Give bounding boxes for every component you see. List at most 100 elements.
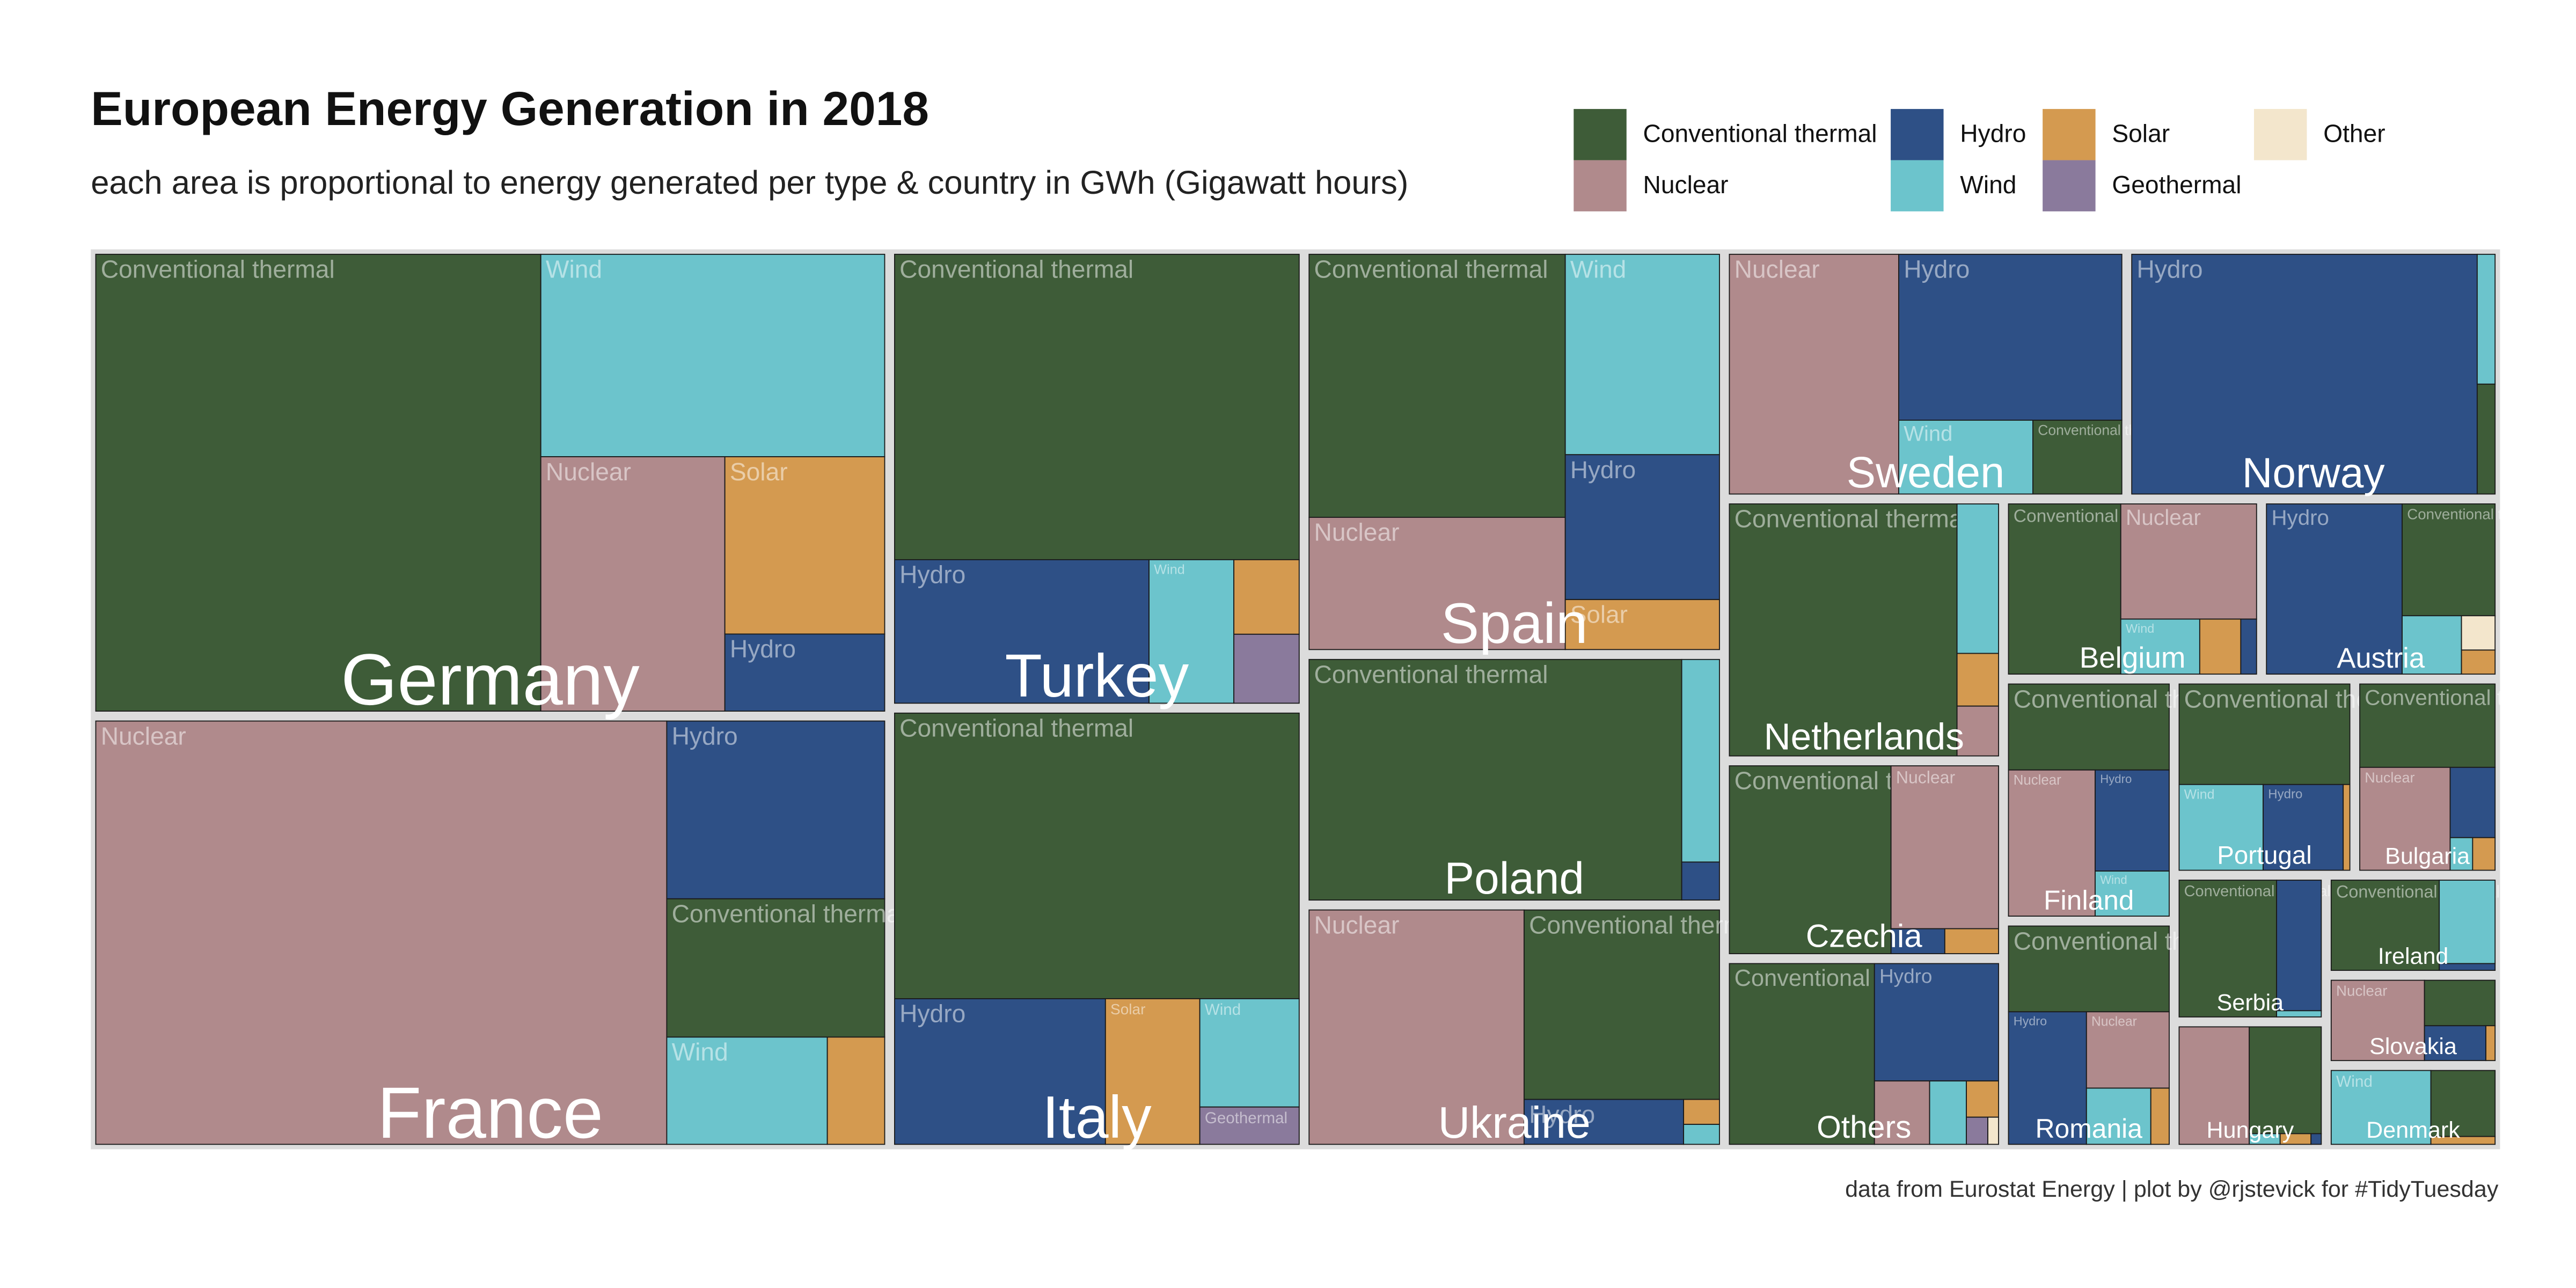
energy-cell [1729, 963, 1875, 1145]
energy-cell [666, 1036, 828, 1145]
type-label: Wind [2336, 1073, 2373, 1091]
energy-cell [95, 253, 541, 712]
country-label: Serbia [2217, 990, 2284, 1016]
type-label: Nuclear [2365, 769, 2414, 786]
legend-swatch [1574, 109, 1627, 160]
energy-cell [666, 720, 885, 899]
energy-cell [2424, 1025, 2486, 1062]
energy-cell [2008, 683, 2170, 771]
chart-caption: data from Eurostat Energy | plot by @rjs… [1845, 1176, 2499, 1202]
energy-cell [2472, 837, 2496, 871]
country-label: Portugal [2217, 841, 2311, 869]
country-label: Belgium [2080, 641, 2186, 674]
energy-cell [894, 253, 1300, 560]
energy-cell [2095, 870, 2170, 917]
country-label: Norway [2242, 449, 2385, 496]
energy-cell [1874, 1080, 1930, 1145]
energy-cell [2085, 1087, 2151, 1145]
energy-cell [1564, 454, 1720, 601]
energy-cell [2310, 1133, 2322, 1145]
energy-cell [1956, 503, 1999, 654]
type-label: Hydro [899, 1000, 965, 1028]
energy-cell [1944, 928, 1999, 954]
legend-swatch [1891, 160, 1944, 211]
type-label: Wind [1904, 422, 1952, 446]
type-label: Conventional thermal [1314, 255, 1548, 283]
energy-cell [1233, 633, 1300, 704]
type-label: Nuclear [1314, 518, 1400, 546]
type-label: Nuclear [101, 722, 186, 750]
energy-cell [2240, 618, 2257, 675]
country-label: Denmark [2366, 1117, 2460, 1143]
type-label: Geothermal [1205, 1109, 1287, 1127]
energy-cell [2424, 979, 2496, 1027]
chart-subtitle: each area is proportional to energy gene… [91, 164, 1408, 201]
type-label: Wind [2126, 621, 2154, 635]
country-label: Others [1817, 1110, 1911, 1145]
energy-cell [1956, 705, 1999, 757]
energy-cell [894, 712, 1300, 999]
type-label: Wind [1205, 1001, 1241, 1019]
energy-cell [1233, 559, 1300, 635]
energy-cell [2120, 503, 2257, 620]
legend-label: Geothermal [2112, 171, 2241, 199]
energy-cell [2359, 766, 2451, 871]
energy-cell [724, 633, 885, 712]
energy-cell [2008, 769, 2096, 917]
type-label: Conventional thermal [899, 255, 1133, 283]
energy-cell [1966, 1080, 1999, 1118]
type-label: Conventional thermal [1735, 505, 1968, 533]
energy-cell [2330, 880, 2440, 971]
energy-cell [1308, 253, 1566, 518]
energy-cell [666, 898, 885, 1038]
energy-cell [2120, 618, 2200, 675]
type-label: Solar [730, 458, 788, 486]
legend-label: Conventional thermal [1643, 119, 1877, 147]
type-label: Solar [1570, 601, 1628, 628]
energy-cell [826, 1036, 885, 1145]
type-label: Nuclear [1896, 767, 1956, 787]
type-label: Hydro [2271, 506, 2329, 530]
type-label: Hydro [2100, 772, 2132, 786]
type-label: Nuclear [2091, 1015, 2137, 1029]
energy-cell [1199, 998, 1300, 1108]
type-label: Wind [1570, 255, 1626, 283]
energy-cell [1929, 1080, 1967, 1145]
energy-cell [1681, 861, 1720, 901]
type-label: Conventional thermal [2365, 686, 2569, 710]
type-label: Conventional thermal [1314, 661, 1548, 689]
energy-cell [2276, 880, 2322, 1012]
energy-cell [2266, 503, 2403, 675]
legend-swatch [2043, 160, 2096, 211]
energy-cell [2008, 925, 2170, 1013]
energy-cell [1890, 928, 1945, 954]
type-label: Wind [1154, 562, 1184, 577]
type-label: Hydro [1570, 456, 1636, 484]
energy-cell [1104, 998, 1201, 1145]
type-label: Nuclear [1314, 911, 1400, 939]
energy-cell [1729, 765, 1892, 954]
country-label: Germany [341, 639, 640, 720]
energy-cell [2150, 1087, 2170, 1145]
energy-cell [2439, 880, 2496, 964]
legend-swatch [1891, 109, 1944, 160]
type-label: Conventional thermal [2407, 506, 2548, 523]
energy-cell [2263, 784, 2344, 871]
type-label: Nuclear [546, 458, 631, 486]
type-label: Solar [1110, 1001, 1145, 1018]
type-label: Nuclear [1735, 255, 1820, 283]
energy-cell [2476, 253, 2496, 385]
energy-cell [2178, 1026, 2250, 1145]
energy-cell [1683, 1124, 1720, 1145]
country-label: Hungary [2207, 1117, 2294, 1143]
energy-cell [1898, 253, 2123, 421]
energy-cell [724, 456, 885, 635]
energy-cell [2402, 503, 2496, 617]
energy-cell [1683, 1099, 1720, 1125]
energy-cell [894, 998, 1106, 1145]
treemap: Conventional thermal Wind Nuclear Solar Hydr… [95, 253, 2569, 1145]
energy-cell [2008, 503, 2121, 675]
energy-cell [2449, 766, 2496, 838]
energy-cell [1890, 765, 1999, 930]
